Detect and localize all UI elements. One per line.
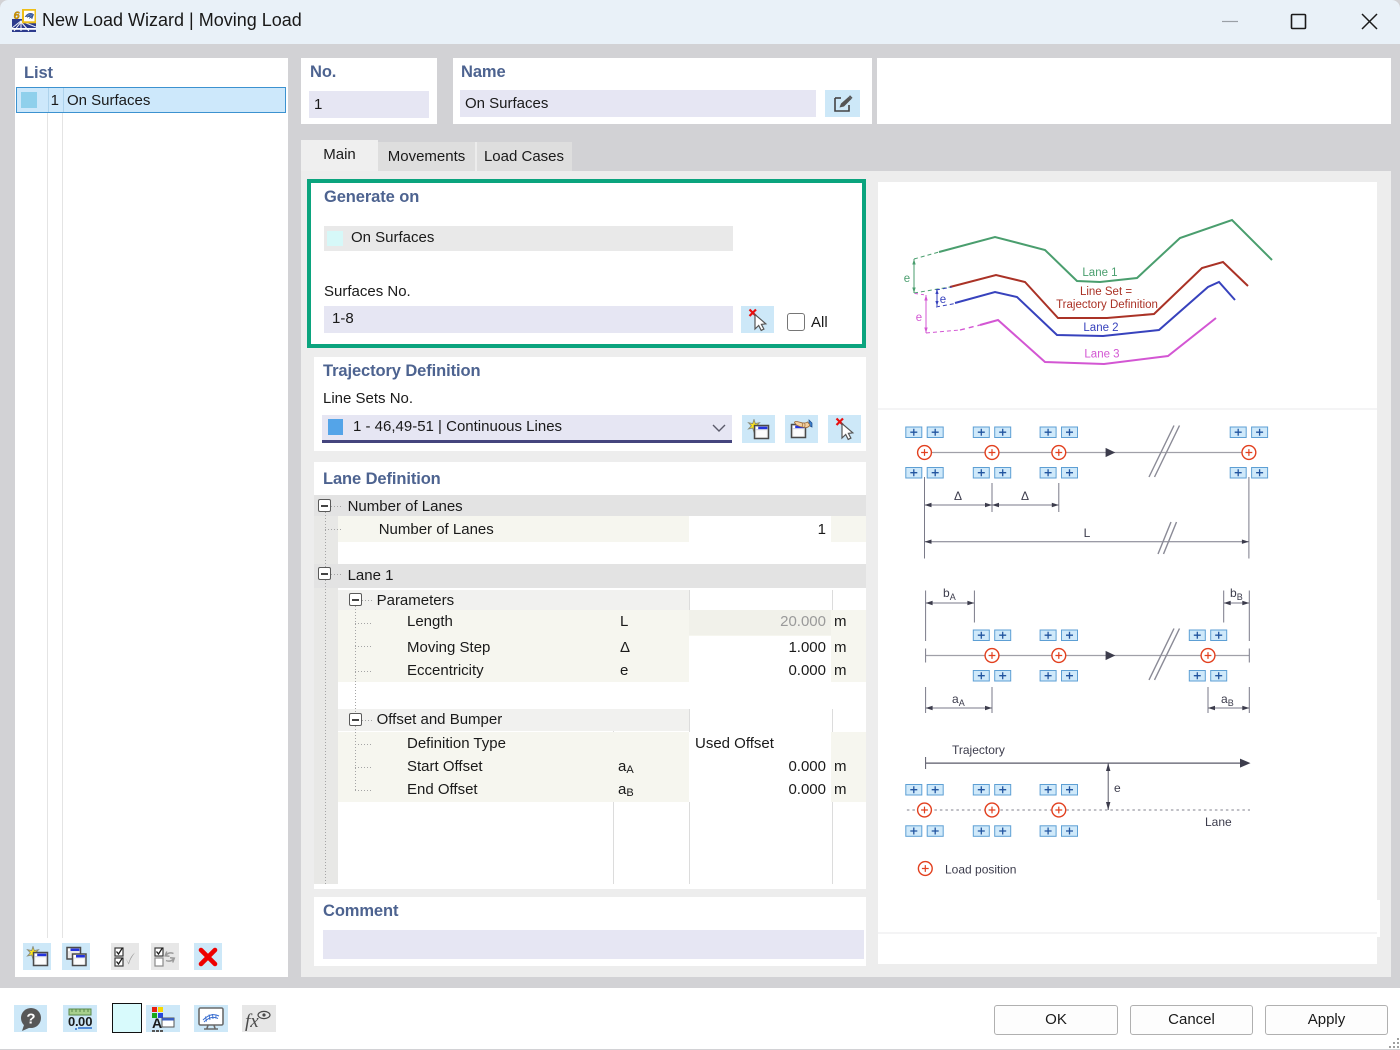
svg-text:Δ: Δ (954, 489, 962, 503)
svg-text:Trajectory: Trajectory (952, 743, 1005, 757)
svg-text:aB: aB (1221, 692, 1234, 708)
svg-text:00: 00 (78, 1014, 92, 1029)
svg-text:Line Set =: Line Set = (1080, 286, 1132, 298)
svg-text:L: L (1084, 526, 1091, 540)
svg-text:Lane: Lane (1205, 815, 1232, 829)
svg-text:bA: bA (943, 586, 956, 602)
svg-text:?: ? (26, 1010, 35, 1027)
svg-text:Δ: Δ (1021, 489, 1029, 503)
svg-text:aA: aA (952, 692, 965, 708)
svg-text:Trajectory Definition: Trajectory Definition (1056, 299, 1158, 311)
svg-text:6: 6 (14, 10, 21, 22)
svg-text:Lane 1: Lane 1 (1082, 267, 1117, 279)
svg-text:Load position: Load position (945, 863, 1016, 877)
svg-text:A: A (152, 1015, 162, 1031)
svg-text:e: e (904, 273, 910, 285)
svg-text:e: e (1114, 781, 1121, 795)
svg-text:Lane 3: Lane 3 (1084, 349, 1119, 361)
svg-text:fx: fx (245, 1011, 259, 1031)
svg-text:.: . (75, 1014, 79, 1029)
svg-text:0: 0 (68, 1014, 75, 1029)
svg-text:bB: bB (1230, 586, 1243, 602)
svg-text:e: e (916, 312, 922, 324)
svg-text:Lane 2: Lane 2 (1083, 322, 1118, 334)
svg-text:e: e (940, 294, 946, 306)
